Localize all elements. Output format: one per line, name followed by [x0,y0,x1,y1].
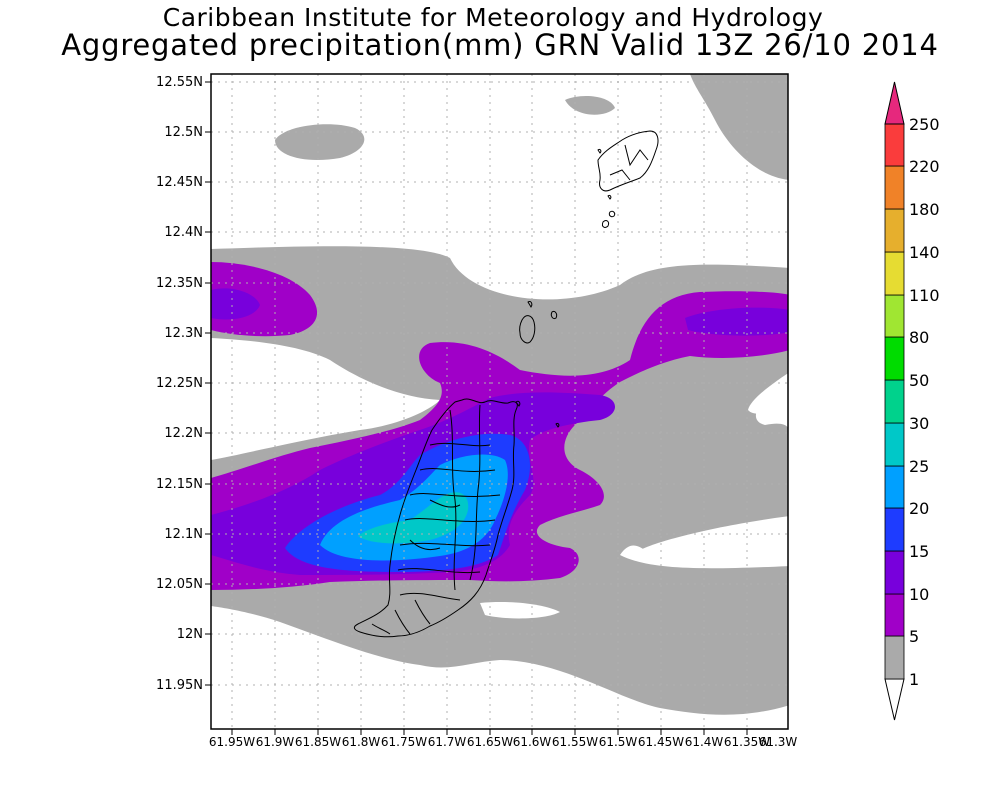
colorbar-label: 80 [909,328,929,347]
precip-shading [211,74,788,715]
islet-3 [607,194,612,200]
colorbar-label: 30 [909,414,929,433]
colorbar-swatch-15 [884,507,905,552]
colorbar-label: 220 [909,157,940,176]
colorbar-swatch-25 [884,422,905,467]
lat-label: 12.05N [156,577,203,592]
colorbar-swatch-5 [884,593,905,637]
violet-east-blob [685,307,788,336]
lat-label: 12.55N [156,75,203,90]
colorbar-swatch-50 [884,336,905,381]
lon-label: 61.3W [759,735,798,749]
colorbar-swatch-1 [884,635,905,680]
lat-label: 12.45N [156,175,203,190]
islet-8 [515,400,521,407]
lon-label: 61.9W [256,735,295,749]
colorbar-swatch-220 [884,123,905,167]
lat-label: 12.3N [164,326,203,341]
gray-blob-north [275,124,365,160]
colorbar-swatch-80 [884,294,905,338]
lon-label: 61.5W [599,735,638,749]
colorbar-label: 50 [909,371,929,390]
lat-label: 11.95N [156,678,203,693]
lat-label: 12.4N [164,225,203,240]
colorbar-swatch-20 [884,465,905,509]
islet-ronde [519,315,536,344]
title-institute: Caribbean Institute for Meteorology and … [162,3,824,32]
lon-label: 61.95W [209,735,255,749]
islet-4 [597,148,602,154]
colorbar-label: 10 [909,585,929,604]
lon-label: 61.85W [295,735,341,749]
islet-7 [550,311,558,319]
islet-2 [608,210,616,218]
colorbar-label: 25 [909,457,929,476]
lat-label: 12.5N [164,125,203,140]
longitude-axis [231,729,748,735]
islet-1 [602,220,609,228]
lon-label: 61.45W [638,735,684,749]
colorbar-label: 5 [909,627,919,646]
colorbar-bottom-arrow [884,678,905,721]
grid-lines [211,74,788,729]
gray-ne-corner [690,74,788,180]
colorbar-label: 250 [909,115,940,134]
lon-label: 61.7W [428,735,467,749]
colorbar-label: 20 [909,499,929,518]
islet-6 [527,301,533,308]
colorbar-swatch-110 [884,251,905,296]
carriacou [597,130,659,192]
latitude-labels: 12.55N 12.5N 12.45N 12.4N 12.35N 12.3N 1… [156,75,203,693]
white-holes [211,338,788,619]
lat-label: 12.35N [156,276,203,291]
colorbar-top-arrow [884,81,905,125]
gray-blob-top [565,96,615,115]
colorbar-swatch-30 [884,379,905,424]
lon-label: 61.65W [467,735,513,749]
longitude-labels: 61.95W 61.9W 61.85W 61.8W 61.75W 61.7W 6… [209,735,798,749]
coastlines [353,130,659,638]
lat-label: 12N [177,627,203,642]
latitude-axis [205,81,211,686]
lon-label: 61.35W [724,735,770,749]
colorbar-label: 15 [909,542,929,561]
colorbar-label: 140 [909,243,940,262]
lat-label: 12.1N [164,527,203,542]
islet-9 [555,422,560,428]
grenada-parishes [371,404,501,635]
grenada-island [353,398,518,638]
violet-west-blob [211,288,260,320]
colorbar-swatch-140 [884,208,905,253]
colorbar-label: 180 [909,200,940,219]
lon-label: 61.6W [513,735,552,749]
lat-label: 12.15N [156,477,203,492]
title-product: Aggregated precipitation(mm) GRN Valid 1… [61,28,939,62]
lon-label: 61.75W [381,735,427,749]
colorbar-label: 110 [909,286,940,305]
lat-label: 12.25N [156,376,203,391]
lon-label: 61.55W [552,735,598,749]
plot-frame [210,73,789,730]
lon-label: 61.8W [342,735,381,749]
colorbar: 1 5 10 15 20 25 30 50 80 110 140 180 220… [884,81,940,721]
lat-label: 12.2N [164,426,203,441]
colorbar-swatch-10 [884,550,905,595]
colorbar-label: 1 [909,670,919,689]
lon-label: 61.4W [685,735,724,749]
colorbar-swatch-180 [884,165,905,210]
